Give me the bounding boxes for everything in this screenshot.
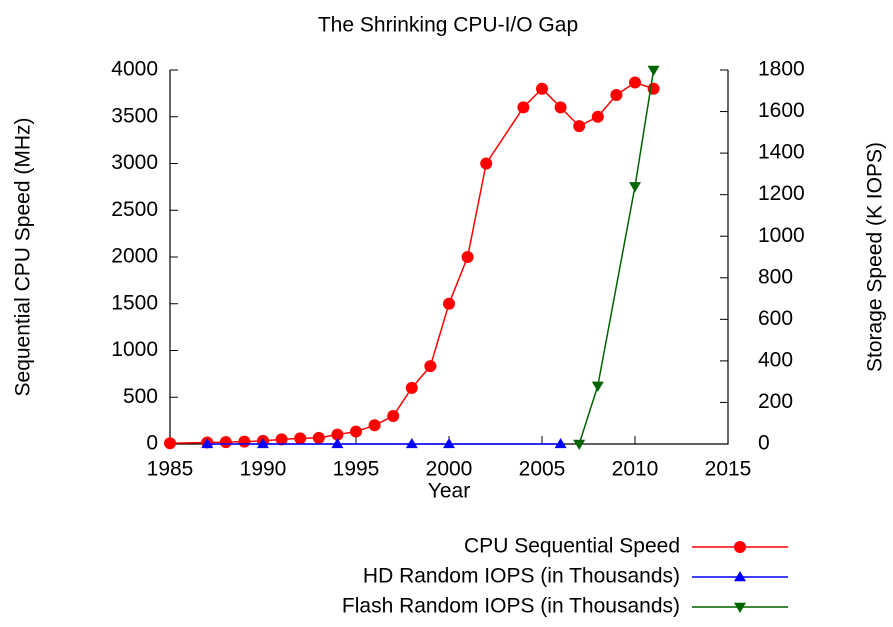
point xyxy=(331,437,344,449)
point xyxy=(219,436,232,449)
x-tick-label: 1985 xyxy=(147,458,194,481)
y-axis-label: Sequential CPU Speed (MHz) xyxy=(12,118,35,397)
point xyxy=(591,110,604,123)
x-tick-label: 2015 xyxy=(705,458,752,481)
point xyxy=(629,76,641,89)
point xyxy=(480,157,493,170)
point xyxy=(275,433,288,446)
y2-tick-label: 600 xyxy=(758,307,793,330)
point xyxy=(573,120,586,133)
point xyxy=(734,541,746,553)
point xyxy=(201,437,214,449)
point xyxy=(405,437,418,449)
point xyxy=(238,435,251,448)
y-tick-label: 500 xyxy=(123,385,158,408)
x-tick-label: 2005 xyxy=(519,458,566,481)
point xyxy=(405,381,418,394)
y-tick-label: 1500 xyxy=(111,291,158,314)
point xyxy=(312,431,325,444)
point xyxy=(734,571,746,582)
point xyxy=(647,65,660,76)
x-axis-label: Year xyxy=(428,480,470,503)
y2-tick-label: 0 xyxy=(758,432,770,455)
point xyxy=(573,439,586,450)
x-tick-label: 2000 xyxy=(426,458,473,481)
point xyxy=(331,428,344,441)
point xyxy=(517,101,530,114)
y2-tick-label: 800 xyxy=(758,265,793,288)
y-tick-label: 2500 xyxy=(111,198,158,221)
point xyxy=(350,425,362,438)
legend-label: Flash Random IOPS (in Thousands) xyxy=(342,595,680,618)
point xyxy=(554,101,567,114)
y-tick-label: 3500 xyxy=(111,104,158,127)
point xyxy=(294,432,307,445)
point xyxy=(443,437,455,449)
x-tick-label: 2010 xyxy=(612,458,659,481)
chart-title: The Shrinking CPU-I/O Gap xyxy=(318,14,578,37)
y2-axis-label: Storage Speed (K IOPS) xyxy=(864,142,887,372)
point xyxy=(387,409,400,422)
y2-tick-label: 1200 xyxy=(758,182,805,205)
point xyxy=(734,602,746,613)
y-tick-label: 1000 xyxy=(111,338,158,361)
y-tick-label: 3000 xyxy=(111,151,158,174)
point xyxy=(443,297,455,310)
legend-label: HD Random IOPS (in Thousands) xyxy=(363,565,680,588)
x-tick-label: 1995 xyxy=(333,458,380,481)
legend-label: CPU Sequential Speed xyxy=(464,535,680,558)
y-tick-label: 4000 xyxy=(111,58,158,81)
point xyxy=(461,251,474,263)
point xyxy=(536,82,548,95)
point xyxy=(424,360,437,373)
point xyxy=(554,437,567,449)
series-line xyxy=(578,69,655,445)
y2-tick-label: 1800 xyxy=(758,58,805,81)
point xyxy=(164,437,176,450)
point xyxy=(368,419,381,432)
y2-tick-label: 400 xyxy=(758,348,793,371)
y2-tick-label: 1600 xyxy=(758,99,805,122)
point xyxy=(610,88,623,101)
point xyxy=(257,437,269,449)
y2-tick-label: 200 xyxy=(758,390,793,413)
y-tick-label: 2000 xyxy=(111,245,158,268)
y2-tick-label: 1400 xyxy=(758,141,805,164)
y-tick-label: 0 xyxy=(146,432,158,455)
x-tick-label: 1990 xyxy=(240,458,287,481)
y2-tick-label: 1000 xyxy=(758,224,805,247)
point xyxy=(629,182,641,193)
point xyxy=(591,381,604,392)
